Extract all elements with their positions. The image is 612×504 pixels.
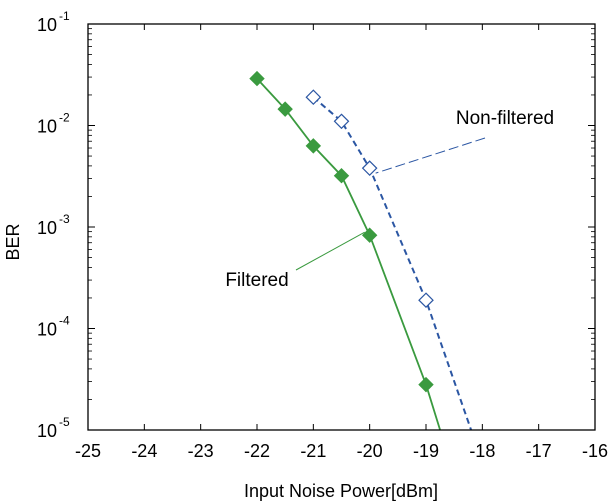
x-tick-label: -18 bbox=[469, 441, 495, 461]
y-tick-exponent: -2 bbox=[59, 111, 70, 125]
non-filtered-marker bbox=[305, 89, 322, 106]
filtered-marker bbox=[305, 138, 322, 154]
x-axis-label: Input Noise Power[dBm] bbox=[244, 481, 438, 501]
y-tick-label: 10 bbox=[37, 218, 57, 238]
y-tick-label: 10 bbox=[37, 15, 57, 35]
filtered-marker bbox=[333, 168, 350, 184]
y-tick-exponent: -1 bbox=[59, 9, 70, 23]
x-tick-label: -16 bbox=[582, 441, 608, 461]
y-tick-label: 10 bbox=[37, 117, 57, 137]
y-tick-label: 10 bbox=[37, 421, 57, 441]
non-filtered-marker bbox=[333, 113, 350, 130]
y-tick-exponent: -4 bbox=[59, 314, 70, 328]
filtered-line bbox=[256, 77, 441, 430]
filtered-marker bbox=[249, 70, 265, 87]
x-tick-label: -22 bbox=[244, 441, 270, 461]
y-tick-exponent: -5 bbox=[59, 415, 70, 429]
non-filtered-marker bbox=[361, 160, 378, 177]
x-tick-label: -20 bbox=[357, 441, 383, 461]
filtered-marker bbox=[418, 376, 434, 393]
non-filtered-leader-line bbox=[375, 137, 486, 174]
x-tick-label: -21 bbox=[300, 441, 326, 461]
non-filtered-marker bbox=[418, 292, 434, 309]
filtered-leader-line bbox=[295, 231, 365, 271]
x-tick-label: -24 bbox=[131, 441, 157, 461]
x-tick-label: -19 bbox=[413, 441, 439, 461]
y-tick-label: 10 bbox=[37, 320, 57, 340]
non-filtered-annotation-label: Non-filtered bbox=[456, 108, 554, 129]
filtered-marker bbox=[277, 101, 293, 117]
non-filtered-line bbox=[312, 96, 473, 430]
x-tick-label: -17 bbox=[526, 441, 552, 461]
x-tick-label: -23 bbox=[188, 441, 214, 461]
filtered-annotation-label: Filtered bbox=[225, 270, 288, 291]
x-tick-label: -25 bbox=[75, 441, 101, 461]
y-axis-label: BER bbox=[3, 223, 23, 260]
filtered-marker bbox=[361, 227, 378, 243]
y-tick-exponent: -3 bbox=[59, 212, 70, 226]
plot-area-frame bbox=[87, 23, 596, 431]
